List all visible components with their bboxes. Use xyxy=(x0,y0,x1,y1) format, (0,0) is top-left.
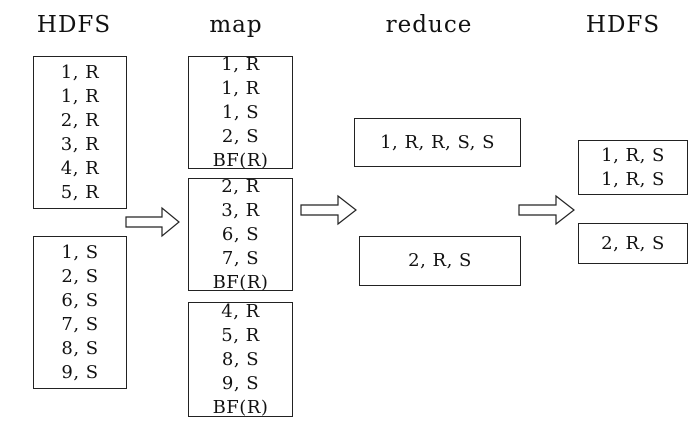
arrow-right-icon xyxy=(300,194,357,226)
record: 7, S xyxy=(61,313,99,335)
record: 1, R xyxy=(221,53,260,75)
header-hdfs-input: HDFS xyxy=(36,12,112,38)
hdfs-input-s-box: 1, S 2, S 6, S 7, S 8, S 9, S xyxy=(33,236,127,389)
record: 9, S xyxy=(61,361,99,383)
record: 5, R xyxy=(221,324,260,346)
record: 2, R xyxy=(60,109,100,131)
record: BF(R) xyxy=(212,149,269,171)
record: 7, S xyxy=(221,247,260,269)
record: 2, S xyxy=(61,265,99,287)
reduce-task-1: 1, R, R, S, S xyxy=(354,118,521,167)
record: 8, S xyxy=(61,337,99,359)
record: 1, R xyxy=(60,85,100,107)
record: 2, R, S xyxy=(601,232,665,254)
record: 2, R xyxy=(221,175,260,197)
record: 1, R, S xyxy=(601,168,665,190)
record: 9, S xyxy=(221,372,260,394)
record: 4, R xyxy=(60,157,100,179)
record: 3, R xyxy=(221,199,260,221)
record: 1, R xyxy=(221,77,260,99)
record: BF(R) xyxy=(212,396,269,418)
hdfs-output-2: 2, R, S xyxy=(578,223,688,264)
hdfs-output-1: 1, R, S 1, R, S xyxy=(578,140,688,195)
record: 5, R xyxy=(60,181,100,203)
header-map: map xyxy=(209,12,263,38)
record: 1, R xyxy=(60,61,100,83)
record: 1, S xyxy=(221,101,260,123)
record: BF(R) xyxy=(212,271,269,293)
record: 4, R xyxy=(221,300,260,322)
header-reduce: reduce xyxy=(385,12,473,38)
record: 1, S xyxy=(61,241,99,263)
map-task-3: 4, R 5, R 8, S 9, S BF(R) xyxy=(188,300,293,418)
record: 8, S xyxy=(221,348,260,370)
record: 1, R, S xyxy=(601,144,665,166)
record: 2, R, S xyxy=(408,250,472,271)
header-hdfs-output: HDFS xyxy=(585,12,661,38)
record: 6, S xyxy=(221,223,260,245)
record: 2, S xyxy=(221,125,260,147)
arrow-right-icon xyxy=(125,206,180,238)
record: 6, S xyxy=(61,289,99,311)
record: 3, R xyxy=(60,133,100,155)
map-task-2: 2, R 3, R 6, S 7, S BF(R) xyxy=(188,175,293,293)
arrow-right-icon xyxy=(518,194,575,226)
record: 1, R, R, S, S xyxy=(380,131,495,153)
map-task-1: 1, R 1, R 1, S 2, S BF(R) xyxy=(188,53,293,171)
reduce-task-2: 2, R, S xyxy=(359,236,521,286)
hdfs-input-r-box: 1, R 1, R 2, R 3, R 4, R 5, R xyxy=(33,56,127,209)
